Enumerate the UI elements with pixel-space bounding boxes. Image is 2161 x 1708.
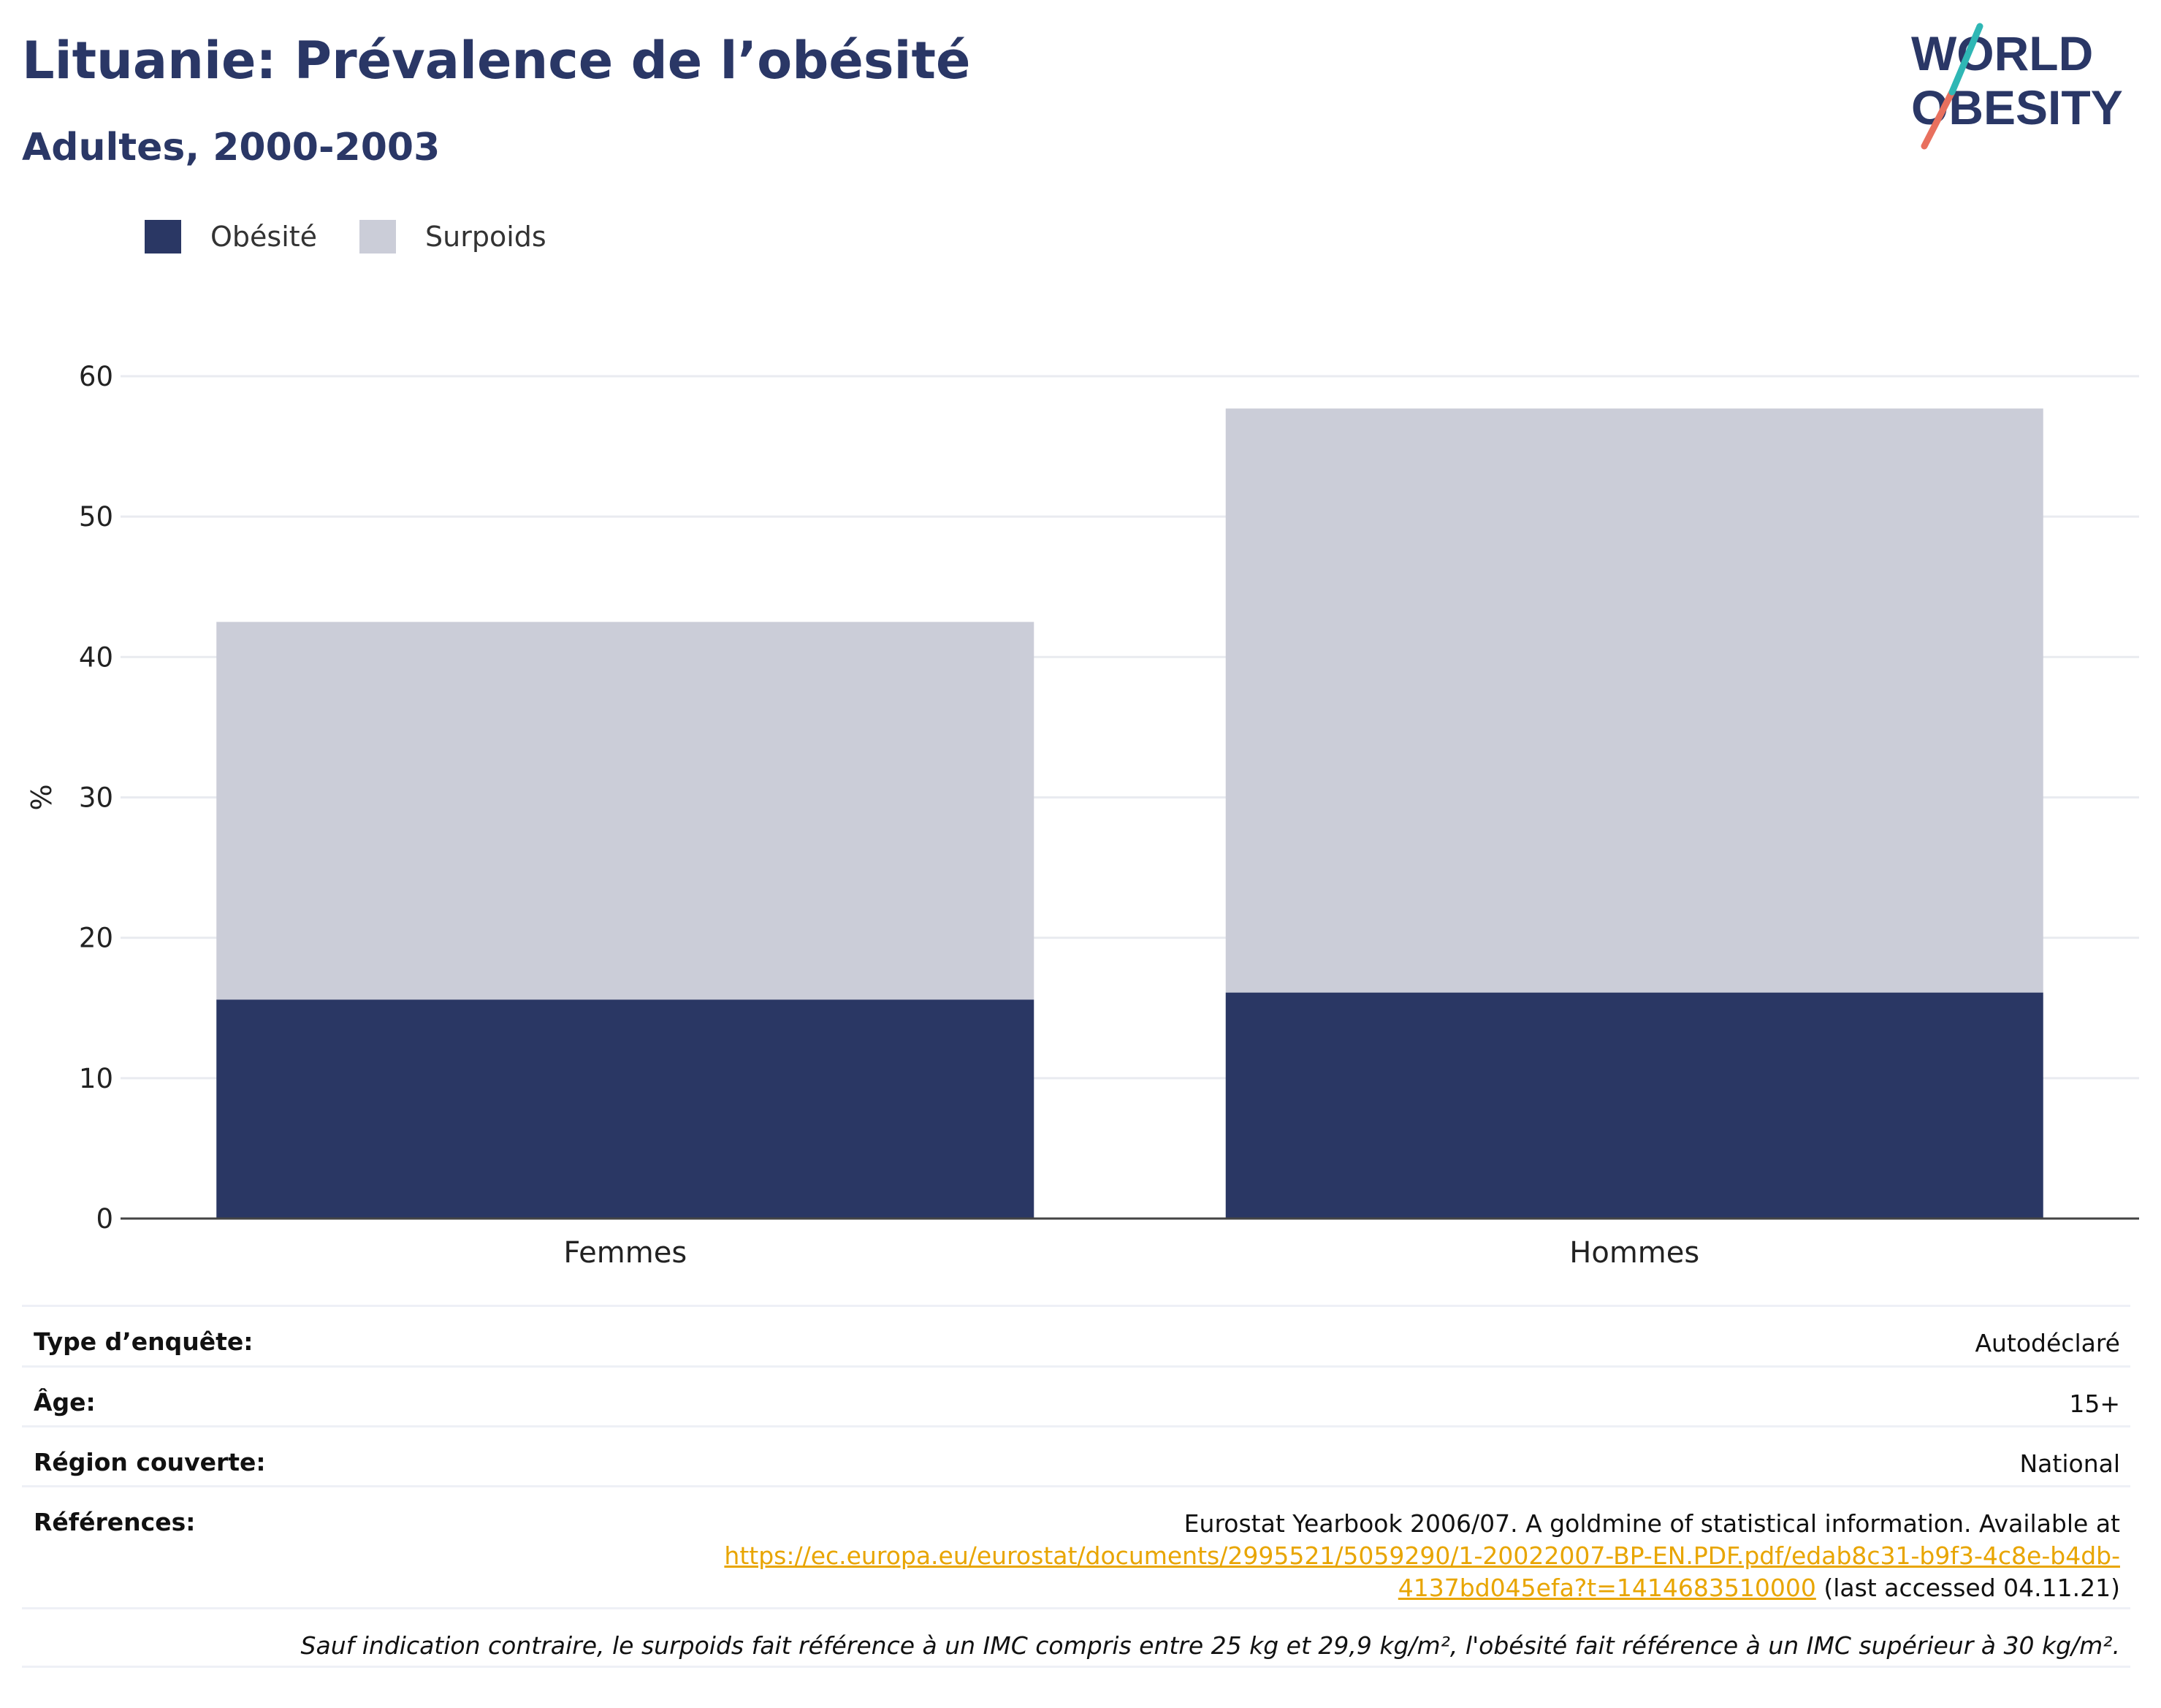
y-tick-label: 40 [79,641,113,673]
legend-label-overweight: Surpoids [425,221,546,253]
info-row-survey-type: Type d’enquête: Autodéclaré [22,1305,2130,1365]
bar-obesity-femmes [216,999,1034,1219]
y-tick-label: 20 [79,923,113,954]
region-value: National [2019,1449,2120,1478]
bar-overweight-hommes [1225,408,2043,993]
bar-obesity-hommes [1225,992,2043,1219]
legend-item-overweight[interactable]: Surpoids [359,220,546,253]
legend-swatch-overweight [359,220,397,253]
references-value: Eurostat Yearbook 2006/07. A goldmine of… [724,1508,2120,1604]
logo-line-1: WORLD [1911,26,2093,80]
chart-subtitle: Adultes, 2000-2003 [22,126,441,169]
y-tick-label: 10 [79,1063,113,1094]
survey-type-label: Type d’enquête: [34,1327,254,1356]
y-tick-label: 30 [79,782,113,814]
reference-link-part-1: https://ec.europa.eu/eurostat/documents/… [724,1541,2120,1570]
legend-label-obesity: Obésité [210,221,318,253]
survey-info-table: Type d’enquête: Autodéclaré Âge: 15+ Rég… [22,1305,2130,1668]
y-tick-label: 0 [96,1203,113,1235]
info-row-region: Région couverte: National [22,1425,2130,1485]
references-label: Références: [34,1508,196,1536]
reference-link-part-2: 4137bd045efa?t=1414683510000 [1398,1574,1816,1602]
y-tick-label: 50 [79,501,113,533]
logo-slash-teal [1948,23,1983,96]
legend-swatch-obesity [145,220,181,253]
chart-title: Lituanie: Prévalence de l’obésité [22,31,971,91]
world-obesity-logo: WORLD OBESITY [1911,23,2123,150]
info-row-note: Sauf indication contraire, le surpoids f… [22,1607,2130,1668]
legend-item-obesity[interactable]: Obésité [145,220,317,253]
y-tick-label: 60 [79,361,113,392]
info-row-age: Âge: 15+ [22,1365,2130,1425]
logo-slash-coral [1921,88,1956,150]
reference-text: Eurostat Yearbook 2006/07. A goldmine of… [1184,1509,2120,1538]
x-tick-label: Hommes [1569,1236,1699,1270]
reference-access-date: (last accessed 04.11.21) [1815,1574,2120,1602]
chart-legend: Obésité Surpoids [145,216,589,257]
info-row-references: Références: Eurostat Yearbook 2006/07. A… [22,1485,2130,1607]
age-label: Âge: [34,1388,96,1417]
region-label: Région couverte: [34,1448,266,1476]
bmi-definition-note: Sauf indication contraire, le surpoids f… [300,1631,2120,1660]
y-axis-label: % [26,784,58,810]
bar-chart: 0 10 20 30 40 50 60% Femmes Hommes [26,361,2139,1270]
bar-overweight-femmes [216,622,1034,1000]
x-tick-label: Femmes [563,1236,687,1270]
reference-link[interactable]: https://ec.europa.eu/eurostat/documents/… [724,1541,2120,1602]
age-value: 15+ [2069,1389,2120,1418]
survey-type-value: Autodéclaré [1975,1329,2120,1357]
